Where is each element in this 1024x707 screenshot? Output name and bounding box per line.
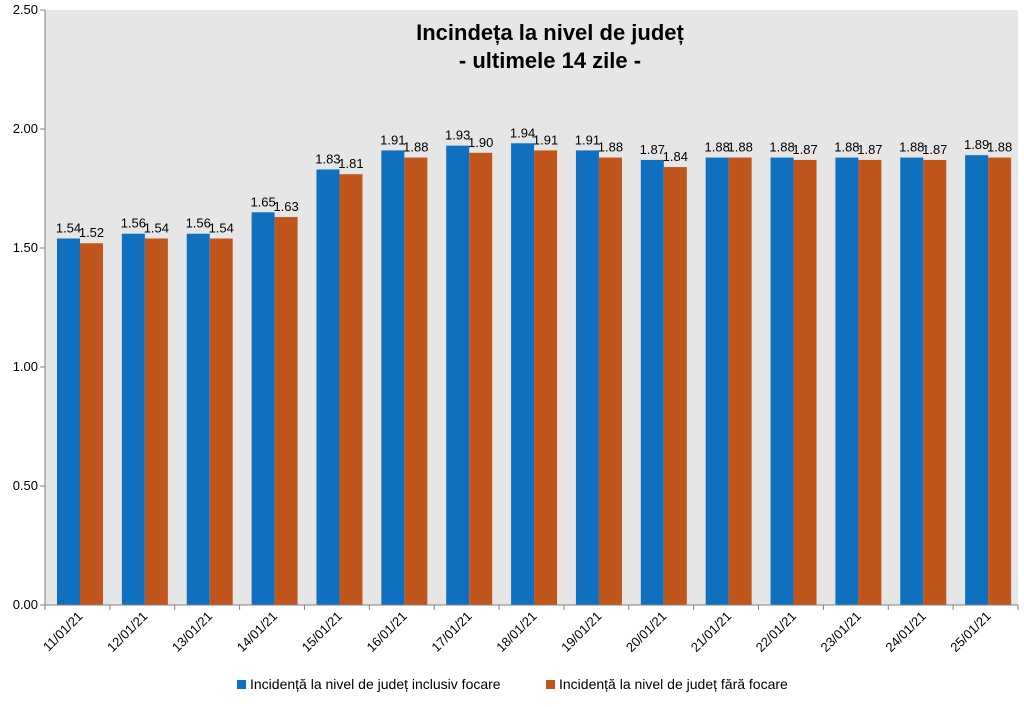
bar-series-2 bbox=[404, 157, 428, 605]
data-label: 1.90 bbox=[468, 135, 493, 150]
bar-series-1 bbox=[575, 150, 599, 606]
y-tick-label: 0.00 bbox=[13, 597, 38, 612]
legend-label-1: Incidență la nivel de județ inclusiv foc… bbox=[250, 676, 501, 692]
data-label: 1.54 bbox=[144, 220, 169, 235]
data-label: 1.93 bbox=[445, 128, 470, 143]
bar-series-2 bbox=[144, 238, 168, 606]
data-label: 1.65 bbox=[250, 194, 275, 209]
bar-series-2 bbox=[598, 157, 622, 605]
x-tick-label: 12/01/21 bbox=[104, 609, 150, 655]
data-label: 1.54 bbox=[56, 220, 81, 235]
data-label: 1.87 bbox=[857, 142, 882, 157]
legend-label-2: Incidență la nivel de județ fără focare bbox=[559, 676, 788, 692]
data-label: 1.63 bbox=[273, 199, 298, 214]
x-tick-label: 22/01/21 bbox=[753, 609, 799, 655]
data-label: 1.83 bbox=[315, 151, 340, 166]
bar-series-1 bbox=[316, 169, 340, 605]
data-label: 1.88 bbox=[987, 140, 1012, 155]
bar-series-1 bbox=[57, 238, 80, 606]
data-label: 1.88 bbox=[728, 140, 753, 155]
x-tick-label: 15/01/21 bbox=[299, 609, 345, 655]
bar-series-1 bbox=[770, 157, 794, 605]
bar-series-1 bbox=[705, 157, 729, 605]
legend: Incidență la nivel de județ inclusiv foc… bbox=[237, 676, 788, 692]
x-tick-label: 23/01/21 bbox=[818, 609, 864, 655]
data-label: 1.88 bbox=[705, 140, 730, 155]
data-label: 1.88 bbox=[899, 140, 924, 155]
bar-series-2 bbox=[858, 159, 882, 605]
data-label: 1.52 bbox=[79, 225, 104, 240]
chart-subtitle: - ultimele 14 zile - bbox=[459, 48, 641, 73]
data-label: 1.54 bbox=[209, 220, 234, 235]
bar-series-2 bbox=[793, 159, 817, 605]
data-label: 1.94 bbox=[510, 125, 535, 140]
x-tick-label: 19/01/21 bbox=[558, 609, 604, 655]
bar-series-2 bbox=[80, 243, 103, 606]
data-label: 1.81 bbox=[338, 156, 363, 171]
legend-swatch-1 bbox=[237, 680, 246, 689]
y-tick-label: 1.00 bbox=[13, 359, 38, 374]
data-label: 1.91 bbox=[533, 132, 558, 147]
x-tick-label: 17/01/21 bbox=[428, 609, 474, 655]
bar-series-1 bbox=[446, 145, 470, 605]
data-label: 1.87 bbox=[792, 142, 817, 157]
x-axis: 11/01/21 12/01/21 13/01/21 14/01/21 15/01/21… bbox=[40, 604, 1019, 655]
chart-title: Incindeța la nivel de județ bbox=[416, 20, 684, 45]
bar-series-1 bbox=[900, 157, 924, 605]
x-tick-label: 11/01/21 bbox=[40, 609, 86, 655]
x-tick-label: 18/01/21 bbox=[493, 609, 539, 655]
bar-series-1 bbox=[186, 233, 210, 605]
bar-series-2 bbox=[534, 150, 558, 606]
x-tick-label: 21/01/21 bbox=[688, 609, 734, 655]
x-tick-label: 24/01/21 bbox=[882, 609, 928, 655]
data-label: 1.87 bbox=[922, 142, 947, 157]
x-tick-label: 16/01/21 bbox=[363, 609, 409, 655]
bar-series-2 bbox=[663, 167, 687, 605]
legend-swatch-2 bbox=[546, 680, 555, 689]
bar-series-2 bbox=[209, 238, 233, 606]
y-axis: 0.00 0.50 1.00 1.50 2.00 2.50 bbox=[13, 2, 46, 612]
y-tick-label: 1.50 bbox=[13, 240, 38, 255]
bar-series-2 bbox=[923, 159, 947, 605]
bar-series-1 bbox=[640, 159, 664, 605]
y-tick-label: 2.50 bbox=[13, 2, 38, 17]
bar-series-2 bbox=[339, 174, 363, 605]
bar-series-2 bbox=[728, 157, 752, 605]
bar-series-1 bbox=[121, 233, 145, 605]
data-label: 1.91 bbox=[380, 132, 405, 147]
x-tick-label: 20/01/21 bbox=[623, 609, 669, 655]
bar-series-2 bbox=[988, 157, 1012, 605]
bar-series-1 bbox=[965, 155, 989, 605]
data-label: 1.89 bbox=[964, 137, 989, 152]
y-tick-label: 0.50 bbox=[13, 478, 38, 493]
bar-series-2 bbox=[469, 152, 493, 606]
bar-series-1 bbox=[381, 150, 405, 606]
data-label: 1.84 bbox=[663, 149, 688, 164]
x-tick-label: 13/01/21 bbox=[169, 609, 215, 655]
data-label: 1.87 bbox=[640, 142, 665, 157]
y-tick-label: 2.00 bbox=[13, 121, 38, 136]
data-label: 1.91 bbox=[575, 132, 600, 147]
data-label: 1.56 bbox=[121, 216, 146, 231]
data-label: 1.88 bbox=[834, 140, 859, 155]
x-tick-label: 25/01/21 bbox=[947, 609, 993, 655]
bar-series-1 bbox=[511, 143, 535, 605]
bar-series-1 bbox=[251, 212, 275, 606]
x-tick-label: 14/01/21 bbox=[234, 609, 280, 655]
data-label: 1.88 bbox=[769, 140, 794, 155]
data-label: 1.88 bbox=[403, 140, 428, 155]
data-label: 1.88 bbox=[598, 140, 623, 155]
bar-series-2 bbox=[274, 217, 298, 605]
bar-series-1 bbox=[835, 157, 859, 605]
bars: 1.541.521.561.54 1.561.541.651.631.831.81… bbox=[56, 125, 1012, 606]
data-label: 1.56 bbox=[186, 216, 211, 231]
